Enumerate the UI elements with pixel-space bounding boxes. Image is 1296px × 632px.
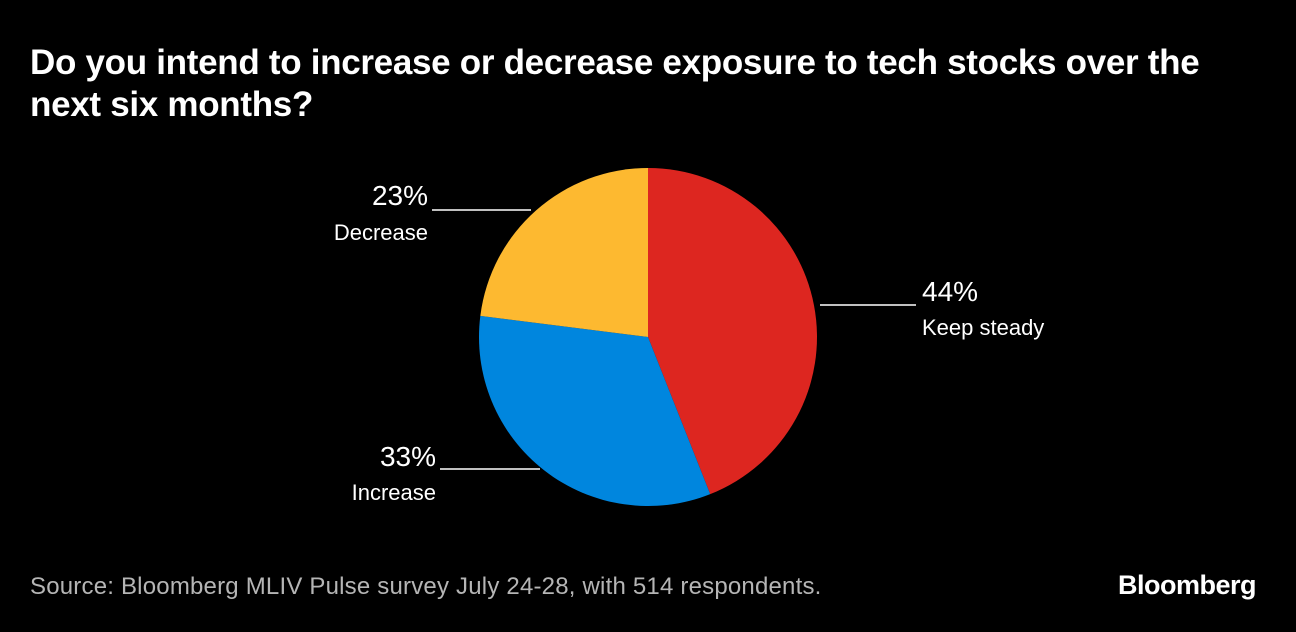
pie-slice-increase — [478, 315, 711, 506]
category-label-increase: Increase — [352, 480, 436, 505]
pie-slice-decrease — [480, 168, 648, 337]
data-label-increase: 33% — [380, 441, 436, 472]
category-label-keep-steady: Keep steady — [922, 315, 1044, 340]
source-note: Source: Bloomberg MLIV Pulse survey July… — [30, 573, 822, 600]
chart-title: Do you intend to increase or decrease ex… — [30, 43, 1200, 124]
bloomberg-logo: Bloomberg — [1117, 570, 1257, 600]
data-label-keep-steady: 44% — [922, 276, 978, 307]
category-label-decrease: Decrease — [334, 220, 428, 245]
data-label-decrease: 23% — [372, 180, 428, 211]
pie-slice-keep-steady — [648, 168, 817, 495]
